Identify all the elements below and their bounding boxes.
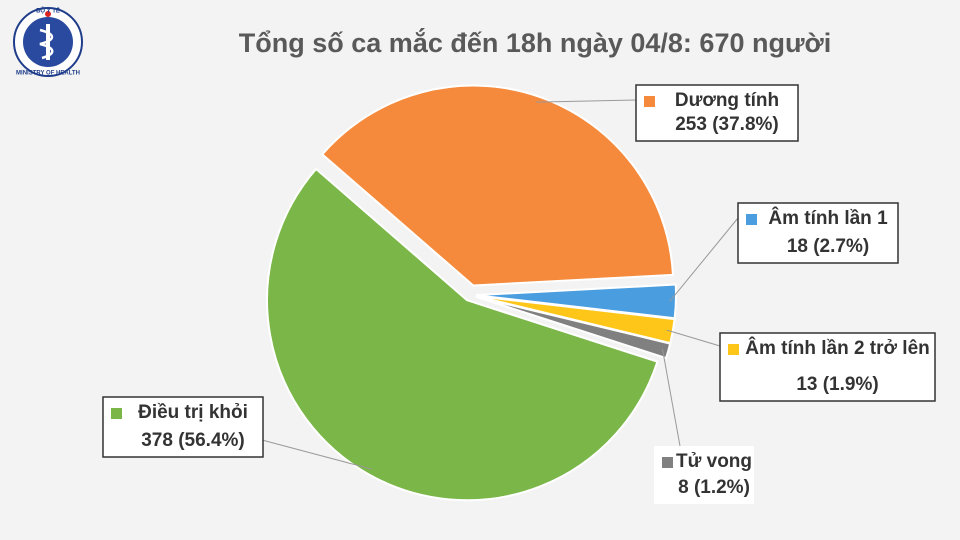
leader-line [666, 329, 721, 347]
slice-label: Tử vong [676, 451, 752, 472]
logo: BỘ Y TẾ MINISTRY OF HEALTH [13, 7, 83, 77]
value-label: 13 (1.9%) [796, 374, 878, 395]
pie-slice [320, 84, 675, 287]
value-label: 8 (1.2%) [678, 477, 750, 498]
leader-line [662, 349, 681, 447]
slice-label: Điều trị khỏi [138, 402, 248, 423]
value-label: 18 (2.7%) [787, 236, 869, 257]
logo-top: BỘ Y TẾ [36, 7, 60, 15]
label-box [719, 332, 936, 402]
legend-swatch [746, 214, 757, 225]
logo-star [45, 11, 51, 17]
logo-bottom: MINISTRY OF HEALTH [16, 71, 80, 77]
pie-slice [266, 167, 659, 502]
logo-snake [39, 28, 54, 60]
slice-label: Dương tính [675, 90, 779, 111]
leader-line [261, 439, 372, 470]
label-box [635, 84, 799, 142]
chart-title: Tổng số ca mắc đến 18h ngày 04/8: 670 ng… [239, 27, 831, 58]
label-box [737, 202, 899, 264]
leader-line [669, 217, 739, 302]
value-label: 253 (37.8%) [675, 114, 779, 135]
legend-swatch [111, 408, 122, 419]
legend-swatch [728, 344, 739, 355]
slice-label: Âm tính lần 1 [768, 207, 888, 229]
leader-line [536, 99, 637, 103]
slice-label: Âm tính lần 2 trở lên [745, 337, 930, 359]
value-label: 378 (56.4%) [141, 430, 245, 451]
pie-slice [475, 295, 672, 360]
legend-swatch [662, 457, 673, 468]
legend-swatch [644, 96, 655, 107]
label-box [102, 396, 264, 458]
label-box [654, 446, 754, 504]
